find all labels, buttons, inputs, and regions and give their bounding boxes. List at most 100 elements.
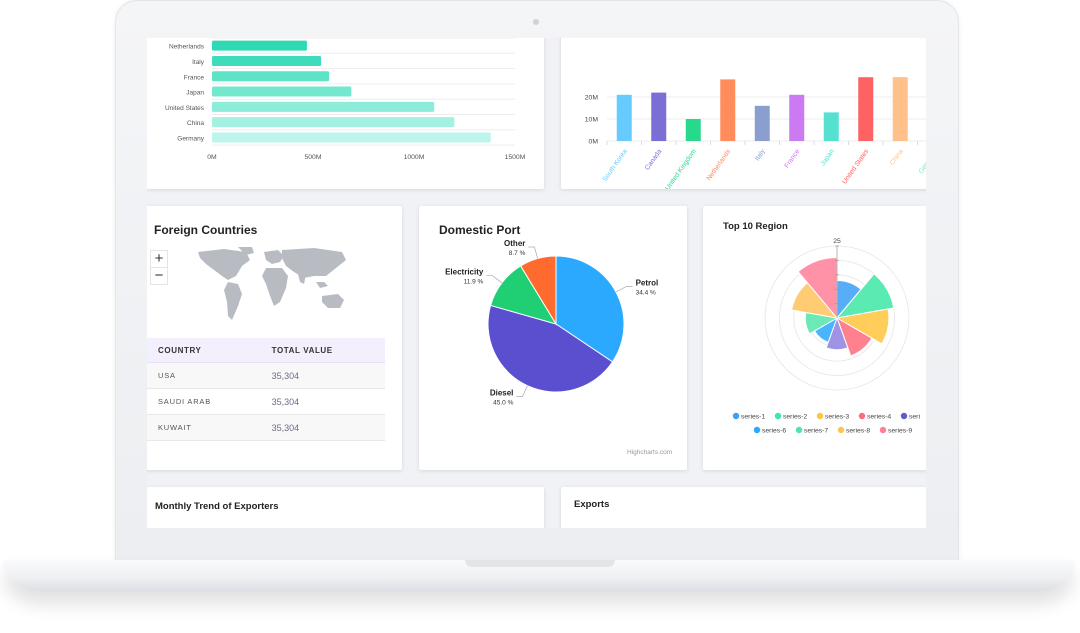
- slice-percent-label: 11.9 %: [464, 279, 484, 286]
- exports-card: Exports: [561, 487, 926, 528]
- x-tick-label: 500M: [304, 154, 321, 161]
- zoom-out-button[interactable]: −: [150, 267, 168, 285]
- top-region-card: Top 10 Region 25 series-1 series-2 series-…: [703, 206, 926, 470]
- slice-percent-label: 34.4 %: [636, 289, 656, 296]
- country-cell: USA: [147, 362, 258, 389]
- monthly-trend-card: Monthly Trend of Exporters: [147, 487, 544, 528]
- x-tick-label: 1000M: [404, 154, 425, 161]
- zoom-in-button[interactable]: +: [150, 250, 168, 268]
- bar[interactable]: [892, 77, 908, 141]
- table-header-row: COUNTRY TOTAL VALUE: [147, 338, 385, 363]
- legend-marker[interactable]: [732, 412, 740, 420]
- category-label: Netherlands: [706, 148, 733, 183]
- bar[interactable]: [754, 105, 770, 141]
- column-header-country[interactable]: COUNTRY: [147, 338, 258, 363]
- bar[interactable]: [212, 71, 330, 82]
- category-label: Netherlands: [169, 44, 205, 51]
- category-label: France: [184, 74, 205, 81]
- highcharts-credit[interactable]: Highcharts.com: [627, 449, 673, 456]
- polar-slice[interactable]: [836, 316, 873, 357]
- bar[interactable]: [212, 132, 491, 143]
- legend-marker[interactable]: [900, 412, 908, 420]
- bar[interactable]: [685, 119, 701, 141]
- domestic-port-title: Domestic Port: [439, 223, 521, 237]
- polar-slice[interactable]: [825, 316, 849, 351]
- bar[interactable]: [212, 86, 352, 97]
- camera-dot: [533, 19, 539, 25]
- table-row[interactable]: USA 35,304: [147, 362, 385, 389]
- map-greenland: [238, 247, 254, 255]
- map-south-america: [224, 282, 242, 320]
- category-label: United States: [841, 148, 870, 186]
- legend-label[interactable]: series-8: [846, 427, 870, 434]
- domestic-port-card: Domestic Port Petrol 34.4 % Diesel 45.0 % El…: [419, 206, 687, 470]
- country-cell: KUWAIT: [147, 414, 258, 441]
- legend-marker[interactable]: [795, 426, 803, 434]
- bar[interactable]: [212, 101, 435, 112]
- value-cell: 35,304: [257, 414, 385, 441]
- bar[interactable]: [789, 94, 805, 141]
- laptop-screen: Netherlands Italy France Japan United States…: [147, 38, 926, 528]
- category-label: South Korea: [601, 148, 629, 183]
- value-cell: 35,304: [257, 362, 385, 389]
- legend-label[interactable]: series-7: [804, 427, 828, 434]
- legend-label[interactable]: series-1: [741, 413, 765, 420]
- legend-marker[interactable]: [879, 426, 887, 434]
- label-connector: [615, 285, 633, 293]
- bar[interactable]: [212, 40, 307, 51]
- vertical-bar-chart: 0M 10M 20M South Korea Canada United Kingdom…: [585, 77, 926, 189]
- legend-label[interactable]: series-3: [825, 413, 849, 420]
- legend-label[interactable]: series-6: [762, 427, 786, 434]
- slice-name-label: Diesel: [490, 389, 514, 398]
- laptop-notch: [465, 560, 615, 567]
- legend-marker[interactable]: [837, 426, 845, 434]
- bar[interactable]: [858, 77, 874, 141]
- column-header-total-value[interactable]: TOTAL VALUE: [257, 338, 385, 363]
- world-map[interactable]: [194, 246, 354, 326]
- horizontal-bar-chart: Netherlands Italy France Japan United States…: [165, 38, 526, 161]
- value-cell: 35,304: [257, 388, 385, 415]
- x-tick-label: 1500M: [505, 154, 526, 161]
- polar-slice[interactable]: [835, 308, 890, 345]
- slice-name-label: Electricity: [445, 268, 484, 277]
- category-label: China: [187, 120, 204, 127]
- legend-label[interactable]: series-2: [783, 413, 807, 420]
- slice-percent-label: 45.0 %: [493, 400, 513, 407]
- map-asia: [282, 248, 346, 278]
- category-label: France: [784, 148, 802, 170]
- legend-marker[interactable]: [753, 426, 761, 434]
- map-africa: [262, 268, 288, 306]
- pie-chart: Petrol 34.4 % Diesel 45.0 % Electricity 11.9 …: [445, 239, 659, 407]
- category-label: Germany: [177, 135, 204, 142]
- export-bar-card: 0M 10M 20M South Korea Canada United Kingdom…: [561, 38, 926, 189]
- bar[interactable]: [651, 92, 667, 141]
- legend-label[interactable]: series-4: [867, 413, 891, 420]
- table-row[interactable]: SAUDI ARAB 35,304: [147, 388, 385, 415]
- category-label: Germany: [918, 148, 926, 175]
- map-north-america: [198, 249, 250, 280]
- legend-label[interactable]: seri: [909, 413, 920, 420]
- bar[interactable]: [212, 55, 322, 66]
- category-label: United States: [165, 105, 205, 112]
- map-india: [298, 274, 306, 284]
- slice-percent-label: 8.7 %: [509, 250, 526, 257]
- category-label: Japan: [186, 90, 204, 97]
- category-label: China: [889, 148, 905, 167]
- label-connector: [516, 385, 528, 397]
- legend-marker[interactable]: [816, 412, 824, 420]
- legend-marker[interactable]: [858, 412, 866, 420]
- table-row[interactable]: KUWAIT 35,304: [147, 414, 385, 441]
- country-value-table: COUNTRY TOTAL VALUE USA 35,304 SAUDI ARA…: [147, 338, 385, 441]
- slice-name-label: Petrol: [636, 278, 659, 287]
- foreign-countries-title: Foreign Countries: [154, 223, 258, 237]
- category-label: Italy: [192, 59, 205, 66]
- legend-marker[interactable]: [774, 412, 782, 420]
- polar-slice[interactable]: [835, 273, 895, 319]
- slice-name-label: Other: [504, 239, 525, 248]
- bar[interactable]: [212, 117, 455, 128]
- bar[interactable]: [616, 94, 632, 141]
- bar[interactable]: [823, 112, 839, 141]
- legend-label[interactable]: series-9: [888, 427, 912, 434]
- bar[interactable]: [720, 79, 736, 141]
- category-label: Italy: [754, 148, 767, 163]
